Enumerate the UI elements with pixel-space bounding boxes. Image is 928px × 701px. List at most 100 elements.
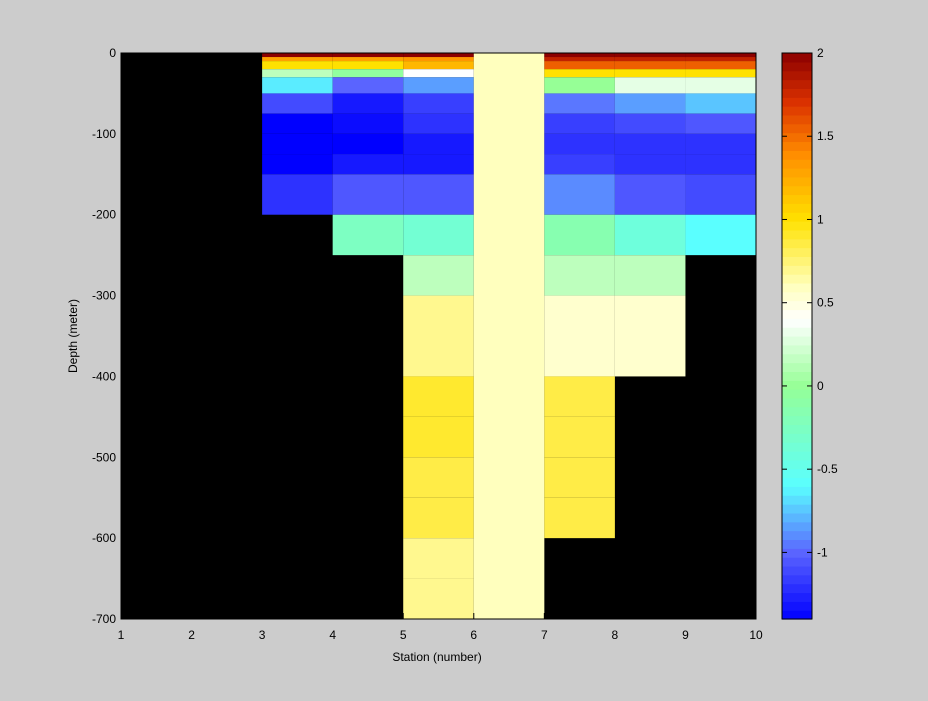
heatmap-cell bbox=[614, 133, 686, 155]
heatmap-cell bbox=[685, 93, 756, 114]
heatmap-cell bbox=[403, 416, 474, 458]
colorbar-tick-label: -0.5 bbox=[817, 462, 838, 476]
x-tick-label: 1 bbox=[118, 628, 125, 642]
colorbar-segment bbox=[782, 548, 812, 558]
y-tick-label: -300 bbox=[92, 289, 116, 303]
heatmap-cell bbox=[262, 61, 333, 70]
colorbar-segment bbox=[782, 159, 812, 169]
x-tick-label: 2 bbox=[188, 628, 195, 642]
heatmap-cell bbox=[614, 174, 686, 215]
colorbar-segment bbox=[782, 167, 812, 178]
heatmap-cell bbox=[544, 376, 615, 417]
x-tick-label: 7 bbox=[541, 628, 548, 642]
colorbar-segment bbox=[782, 141, 812, 151]
colorbar-frame bbox=[781, 52, 813, 620]
heatmap-cell bbox=[614, 53, 686, 58]
heatmap-cells bbox=[262, 53, 756, 619]
heatmap-cell bbox=[685, 61, 756, 70]
heatmap-cell bbox=[332, 154, 404, 175]
colorbar-segment bbox=[782, 274, 812, 284]
x-tick-label: 3 bbox=[259, 628, 266, 642]
heatmap-cell bbox=[685, 77, 756, 94]
heatmap-cell bbox=[403, 538, 474, 579]
heatmap-cell bbox=[332, 53, 404, 58]
heatmap-cell bbox=[614, 57, 686, 62]
colorbar-segment bbox=[782, 574, 812, 585]
colorbar-tick-label: 2 bbox=[817, 46, 824, 60]
colorbar-segment bbox=[782, 389, 812, 399]
colorbar-segment bbox=[782, 380, 812, 390]
colorbar-segment bbox=[782, 79, 812, 89]
colorbar-tick-label: 1 bbox=[817, 212, 824, 226]
heatmap-cell bbox=[544, 154, 615, 175]
heatmap-cell bbox=[614, 93, 686, 114]
heatmap-cell bbox=[544, 113, 615, 134]
heatmap-cell bbox=[403, 61, 474, 70]
heatmap-cell bbox=[332, 57, 404, 62]
colorbar-segment bbox=[782, 132, 812, 143]
heatmap-cell bbox=[614, 69, 686, 78]
colorbar-segment bbox=[782, 194, 812, 204]
heatmap-cell bbox=[614, 214, 686, 256]
heatmap-cell bbox=[544, 133, 615, 155]
colorbar-segment bbox=[782, 229, 812, 240]
colorbar-segment bbox=[782, 238, 812, 249]
heatmap-cell bbox=[614, 113, 686, 134]
colorbar-segment bbox=[782, 557, 812, 567]
colorbar-tick-label: 0.5 bbox=[817, 296, 834, 310]
heatmap-cell bbox=[614, 77, 686, 94]
colorbar-segment bbox=[782, 53, 812, 63]
heatmap-cell bbox=[544, 174, 615, 215]
x-tick-label: 9 bbox=[682, 628, 689, 642]
colorbar-segment bbox=[782, 530, 812, 541]
colorbar-segment bbox=[782, 353, 812, 364]
colorbar-segment bbox=[782, 397, 812, 408]
heatmap-cell bbox=[403, 497, 474, 539]
heatmap-cell bbox=[544, 416, 615, 458]
colorbar-segment bbox=[782, 336, 812, 346]
heatmap-cell bbox=[614, 295, 686, 336]
colorbar-segment bbox=[782, 521, 812, 532]
x-tick-label: 4 bbox=[329, 628, 336, 642]
heatmap-cell bbox=[332, 69, 404, 78]
heatmap-cell bbox=[403, 295, 474, 336]
colorbar-segment bbox=[782, 265, 812, 275]
heatmap-cell bbox=[544, 57, 615, 62]
heatmap-cell bbox=[544, 61, 615, 70]
y-tick-label: -400 bbox=[92, 369, 116, 383]
colorbar-segment bbox=[782, 114, 812, 125]
heatmap-cell bbox=[403, 77, 474, 94]
heatmap-cell bbox=[614, 336, 686, 377]
colorbar-segment bbox=[782, 221, 812, 231]
heatmap-cell bbox=[403, 214, 474, 256]
colorbar-segment bbox=[782, 212, 812, 222]
heatmap-cell bbox=[544, 53, 615, 58]
colorbar-segment bbox=[782, 583, 812, 594]
heatmap-cell bbox=[544, 336, 615, 377]
heatmap-cell bbox=[332, 113, 404, 134]
heatmap-cell bbox=[685, 113, 756, 134]
x-tick-label: 5 bbox=[400, 628, 407, 642]
heatmap-cell bbox=[544, 497, 615, 539]
colorbar-segment bbox=[782, 282, 812, 293]
heatmap-cell bbox=[614, 154, 686, 175]
colorbar-segment bbox=[782, 459, 812, 470]
colorbar-segment bbox=[782, 88, 812, 98]
colorbar-segment bbox=[782, 176, 812, 187]
heatmap-cell bbox=[685, 57, 756, 62]
y-tick-label: -700 bbox=[92, 612, 116, 626]
y-axis-label: Depth (meter) bbox=[66, 299, 80, 373]
colorbar-segment bbox=[782, 433, 812, 443]
colorbar-segment bbox=[782, 344, 812, 355]
heatmap-cell bbox=[685, 154, 756, 175]
heatmap-cell bbox=[262, 57, 333, 62]
heatmap-cell bbox=[403, 578, 474, 619]
colorbar-tick-label: -1 bbox=[817, 545, 828, 559]
heatmap-cell bbox=[403, 457, 474, 498]
heatmap-cell bbox=[544, 69, 615, 78]
heatmap-cell bbox=[262, 53, 333, 58]
heatmap-cell bbox=[332, 214, 404, 256]
heatmap-cell bbox=[685, 53, 756, 58]
heatmap-cell bbox=[544, 93, 615, 114]
